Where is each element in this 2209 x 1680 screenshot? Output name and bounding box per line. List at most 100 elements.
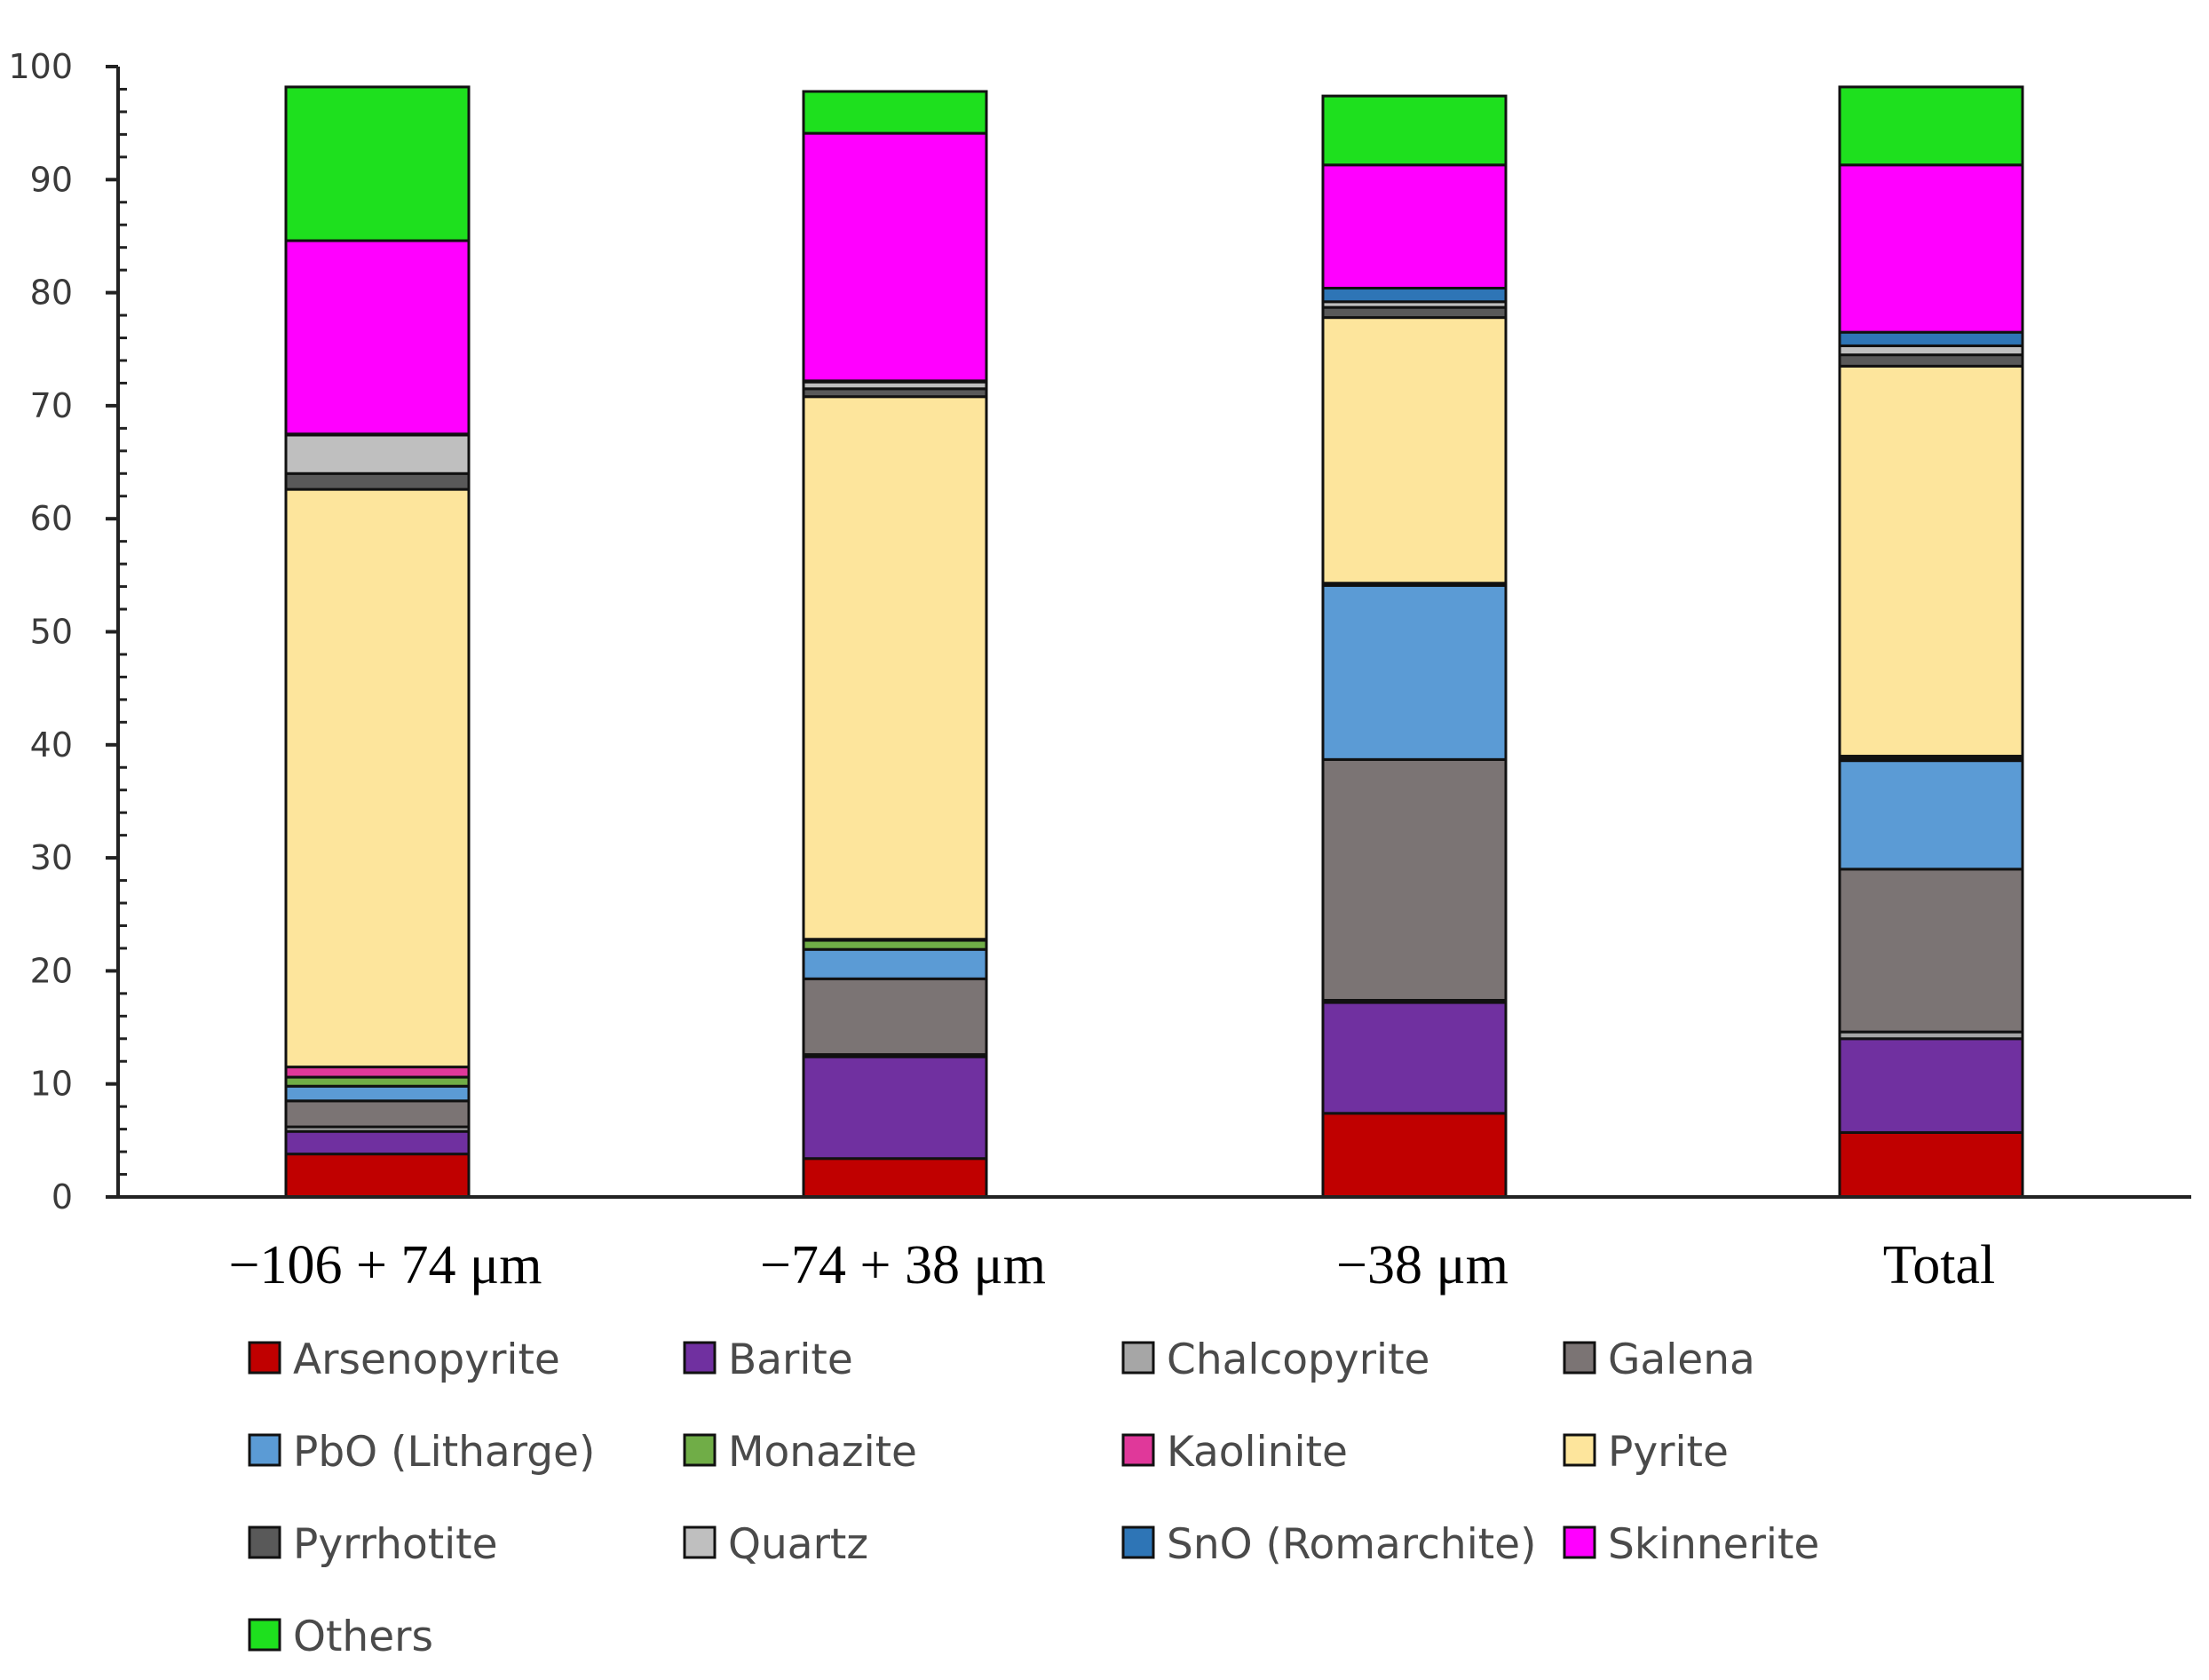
bar-segment-kaolinite [284, 1066, 471, 1079]
legend-item-monazite: Monazite [683, 1428, 917, 1477]
legend-item-pbo-litharge: PbO (Litharge) [248, 1428, 595, 1477]
legend-item-skinnerite: Skinnerite [1563, 1520, 1819, 1569]
bar-segment-pyrite [284, 487, 471, 1069]
legend-label: Kaolinite [1167, 1428, 1348, 1477]
bar-segment-pyrrhotite [1321, 305, 1508, 320]
bar-stacks [284, 85, 2024, 1199]
bar-segment-monazite [284, 1075, 471, 1088]
bar-segment-others [1838, 85, 2024, 167]
bar-segment-others [802, 90, 988, 135]
legend-item-pyrite: Pyrite [1563, 1428, 1729, 1477]
bar-segment-skinnerite [802, 131, 988, 383]
bar-segment-pyrrhotite [284, 472, 471, 491]
legend-item-galena: Galena [1563, 1335, 1755, 1384]
legend-swatch [683, 1525, 717, 1559]
bar-segment-monazite [802, 939, 988, 951]
bar-stack-1 [284, 85, 471, 1199]
legend-label: PbO (Litharge) [293, 1428, 595, 1477]
bar-segment-pyrite [1321, 316, 1508, 585]
legend-item-others: Others [248, 1613, 433, 1661]
bar-segment-others [284, 85, 471, 242]
bar-stack-3 [1321, 94, 1508, 1199]
legend-label: Pyrite [1608, 1428, 1729, 1477]
bar-stack-2 [802, 90, 988, 1199]
bar-segment-barite [1838, 1037, 2024, 1134]
legend-label: Others [293, 1613, 433, 1661]
y-tick-label-10: 10 [30, 1065, 73, 1104]
legend-swatch [683, 1341, 717, 1375]
legend-label: Chalcopyrite [1167, 1335, 1429, 1384]
legend: Arsenopyrite Barite Chalcopyrite Galena PbO … [248, 1335, 1819, 1661]
legend-swatch [1121, 1433, 1155, 1467]
legend-label: Skinnerite [1608, 1520, 1819, 1569]
bar-segment-galena [1321, 757, 1508, 1002]
bar-segment-pyrrhotite [1838, 353, 2024, 368]
legend-label: Barite [728, 1335, 853, 1384]
bar-segment-pbo-litharge [1838, 759, 2024, 871]
legend-swatch [248, 1433, 281, 1467]
x-axis-category-labels: −106 + 74 μm −74 + 38 μm −38 μm Total [229, 1235, 1996, 1296]
bar-segment-quartz [1838, 344, 2024, 357]
legend-swatch [1563, 1433, 1596, 1467]
bar-segment-pyrite [1838, 364, 2024, 758]
y-tick-label-70: 70 [30, 386, 73, 425]
bar-segment-sno-romarchite [1838, 330, 2024, 347]
bar-segment-skinnerite [284, 239, 471, 436]
legend-swatch [248, 1525, 281, 1559]
legend-swatch [1121, 1525, 1155, 1559]
bar-segment-arsenopyrite [284, 1153, 471, 1199]
legend-item-chalcopyrite: Chalcopyrite [1121, 1335, 1429, 1384]
legend-item-kaolinite: Kaolinite [1121, 1428, 1348, 1477]
legend-swatch [1121, 1341, 1155, 1375]
y-tick-label-40: 40 [30, 725, 73, 765]
legend-label: Galena [1608, 1335, 1755, 1384]
legend-label: Quartz [728, 1520, 868, 1569]
legend-item-barite: Barite [683, 1335, 853, 1384]
legend-item-sno-romarchite: SnO (Romarchite) [1121, 1520, 1536, 1569]
bar-segment-skinnerite [1838, 163, 2024, 334]
legend-label: SnO (Romarchite) [1167, 1520, 1536, 1569]
legend-swatch [248, 1618, 281, 1652]
legend-swatch [1563, 1341, 1596, 1375]
bar-segment-arsenopyrite [1321, 1112, 1508, 1199]
y-tick-label-80: 80 [30, 273, 73, 313]
bar-segment-arsenopyrite [802, 1157, 988, 1199]
bar-segment-pbo-litharge [802, 947, 988, 980]
x-category-label: Total [1883, 1235, 1996, 1296]
bar-segment-quartz [284, 433, 471, 475]
bar-segment-sno-romarchite [1321, 287, 1508, 304]
x-category-label: −74 + 38 μm [760, 1235, 1046, 1296]
x-category-label: −38 μm [1336, 1235, 1508, 1296]
y-tick-label-30: 30 [30, 838, 73, 877]
legend-item-arsenopyrite: Arsenopyrite [248, 1335, 560, 1384]
legend-swatch [1563, 1525, 1596, 1559]
bar-segment-galena [284, 1099, 471, 1129]
bar-segment-pbo-litharge [284, 1084, 471, 1103]
bar-segment-barite [802, 1055, 988, 1161]
y-tick-label-50: 50 [30, 613, 73, 652]
bar-segment-pbo-litharge [1321, 583, 1508, 761]
bar-segment-barite [284, 1129, 471, 1156]
y-tick-label-100: 100 [8, 47, 73, 86]
x-category-label: −106 + 74 μm [229, 1235, 542, 1296]
y-tick-label-20: 20 [30, 951, 73, 990]
bar-stack-4 [1838, 85, 2024, 1199]
bar-segment-barite [1321, 1001, 1508, 1115]
legend-swatch [248, 1341, 281, 1375]
legend-item-quartz: Quartz [683, 1520, 868, 1569]
bar-segment-arsenopyrite [1838, 1130, 2024, 1199]
legend-label: Arsenopyrite [293, 1335, 560, 1384]
y-tick-label-90: 90 [30, 160, 73, 199]
bar-segment-others [1321, 94, 1508, 167]
legend-label: Monazite [728, 1428, 917, 1477]
bar-segment-pyrite [802, 395, 988, 941]
legend-item-pyrrhotite: Pyrrhotite [248, 1520, 498, 1569]
legend-label: Pyrrhotite [293, 1520, 498, 1569]
legend-swatch [683, 1433, 717, 1467]
bar-segment-skinnerite [1321, 163, 1508, 290]
y-axis-tick-labels: 0 10 20 30 40 50 60 70 80 90 100 [8, 47, 73, 1216]
y-tick-label-60: 60 [30, 499, 73, 538]
y-tick-label-0: 0 [51, 1177, 73, 1216]
bar-segment-galena [802, 977, 988, 1057]
